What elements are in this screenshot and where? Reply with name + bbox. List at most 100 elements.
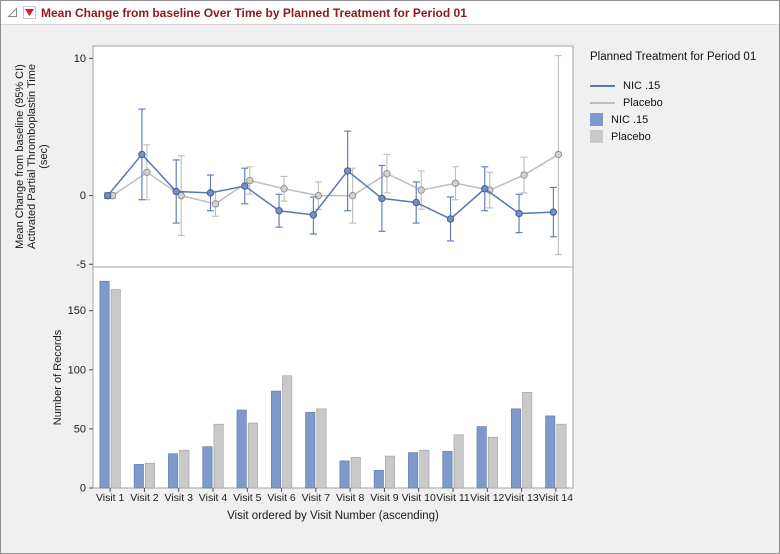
records-plot-panel[interactable]: [92, 266, 574, 489]
bar-nic15-visit10[interactable]: [408, 452, 419, 489]
data-point-visit2[interactable]: [138, 150, 146, 159]
x-axis-tick-label: Visit 1: [96, 492, 125, 504]
bar-nic15-visit9[interactable]: [373, 469, 384, 489]
bar-placebo-visit9[interactable]: [385, 455, 396, 489]
data-point-visit3[interactable]: [172, 187, 180, 196]
x-axis-tick-label: Visit 12: [470, 492, 504, 504]
x-axis-tick-label: Visit 2: [130, 492, 159, 504]
bar-nic15-visit5[interactable]: [236, 409, 247, 489]
x-axis-tick-label: Visit 4: [199, 492, 228, 504]
data-point-visit10[interactable]: [417, 186, 425, 194]
legend-bar-swatch-placebo: [590, 130, 603, 143]
bar-nic15-visit3[interactable]: [168, 453, 179, 489]
legend-label-bar-placebo: Placebo: [611, 130, 651, 143]
chart-area: 10 0 -5 0 50 100 150 Visit 1 Visit 2 Visit 3 Visit…: [1, 25, 780, 554]
series-line: [107, 153, 554, 220]
data-point-visit1[interactable]: [103, 191, 112, 200]
bar-placebo-visit1[interactable]: [110, 289, 121, 489]
y-axis-tick-label: 0: [80, 190, 86, 202]
data-point-visit8[interactable]: [348, 191, 357, 200]
bar-placebo-visit14[interactable]: [556, 423, 567, 489]
data-point-visit2[interactable]: [143, 168, 151, 176]
y-axis-tick-label: 100: [68, 364, 86, 376]
data-point-visit10[interactable]: [412, 198, 420, 207]
bar-placebo-visit2[interactable]: [145, 462, 156, 489]
legend-item-line-placebo[interactable]: Placebo: [590, 94, 776, 111]
bar-placebo-visit10[interactable]: [419, 449, 430, 489]
report-title-bar: Mean Change from baseline Over Time by P…: [1, 1, 779, 25]
x-axis-title: Visit ordered by Visit Number (ascending…: [227, 510, 439, 522]
y-axis-title-line: Mean Change from baseline (95% CI): [14, 64, 26, 249]
data-point-visit5[interactable]: [246, 176, 254, 185]
data-point-visit6[interactable]: [280, 185, 288, 193]
bar-nic15-visit1[interactable]: [99, 280, 110, 489]
legend-label-bar-nic: NIC .15: [611, 113, 649, 126]
data-point-visit5[interactable]: [241, 182, 249, 190]
bar-nic15-visit4[interactable]: [202, 446, 213, 489]
data-point-visit4[interactable]: [206, 189, 215, 197]
y-axis-tick-label: 50: [74, 423, 86, 435]
data-point-visit13[interactable]: [515, 209, 523, 218]
bar-placebo-visit8[interactable]: [350, 456, 361, 489]
data-point-visit4[interactable]: [211, 200, 220, 208]
data-point-visit14[interactable]: [554, 150, 563, 159]
bar-placebo-visit5[interactable]: [247, 422, 258, 489]
legend-item-bar-placebo[interactable]: Placebo: [590, 128, 776, 145]
data-point-visit11[interactable]: [451, 179, 460, 187]
disclosure-triangle-icon[interactable]: [7, 7, 18, 18]
y-axis-tick-label: -5: [76, 259, 86, 271]
bar-nic15-visit6[interactable]: [270, 390, 281, 489]
y-axis-tick-label: 150: [68, 305, 86, 317]
data-point-visit9[interactable]: [383, 169, 391, 178]
y-axis-title-records: Number of Records: [52, 329, 64, 425]
data-point-visit12[interactable]: [481, 185, 489, 193]
x-axis-tick-label: Visit 6: [267, 492, 296, 504]
mean-change-plot-panel[interactable]: [92, 45, 574, 268]
x-axis-tick-label: Visit 9: [370, 492, 399, 504]
legend-label-line-nic: NIC .15: [623, 79, 661, 92]
bar-placebo-visit6[interactable]: [282, 375, 293, 489]
x-axis-tick-label: Visit 8: [336, 492, 365, 504]
data-point-visit6[interactable]: [275, 207, 283, 215]
data-point-visit13[interactable]: [520, 171, 528, 179]
x-axis-tick-label: Visit 10: [402, 492, 436, 504]
legend-line-swatch-nic: [590, 84, 615, 87]
data-point-visit14[interactable]: [549, 208, 558, 216]
legend: Planned Treatment for Period 01 NIC .15 …: [590, 51, 776, 145]
bar-nic15-visit13[interactable]: [510, 408, 521, 489]
legend-label-line-placebo: Placebo: [623, 96, 663, 109]
bar-nic15-visit8[interactable]: [339, 460, 350, 489]
data-point-visit7[interactable]: [309, 211, 318, 219]
x-axis-tick-label: Visit 3: [165, 492, 194, 504]
bar-placebo-visit4[interactable]: [213, 423, 224, 489]
bar-placebo-visit13[interactable]: [522, 391, 533, 489]
bar-placebo-visit11[interactable]: [453, 434, 464, 489]
y-axis-title-line: Activated Partial Thromboplastin Time: [26, 64, 38, 249]
report-title: Mean Change from baseline Over Time by P…: [41, 5, 467, 20]
bar-placebo-visit12[interactable]: [487, 436, 498, 489]
red-triangle-menu-button[interactable]: [23, 6, 36, 19]
y-axis-tick-label: 0: [80, 483, 86, 495]
y-axis-tick-label: 10: [74, 53, 86, 65]
x-axis-tick-label: Visit 14: [539, 492, 573, 504]
data-point-visit9[interactable]: [378, 194, 386, 203]
data-point-visit8[interactable]: [343, 167, 352, 175]
x-axis-tick-label: Visit 11: [436, 492, 470, 504]
line-series-nic15[interactable]: [103, 108, 558, 242]
data-point-visit11[interactable]: [446, 215, 455, 223]
bar-nic15-visit2[interactable]: [133, 464, 144, 489]
bar-nic15-visit11[interactable]: [442, 451, 453, 489]
y-axis-title-line: (sec): [38, 144, 50, 168]
bar-nic15-visit12[interactable]: [476, 426, 487, 489]
data-point-visit7[interactable]: [314, 191, 323, 200]
legend-item-bar-nic[interactable]: NIC .15: [590, 111, 776, 128]
bar-placebo-visit3[interactable]: [179, 449, 190, 489]
legend-line-swatch-placebo: [590, 101, 615, 104]
bar-nic15-visit7[interactable]: [305, 412, 316, 489]
legend-title: Planned Treatment for Period 01: [590, 51, 757, 63]
bar-nic15-visit14[interactable]: [545, 415, 556, 489]
legend-item-line-nic[interactable]: NIC .15: [590, 77, 776, 94]
bar-placebo-visit7[interactable]: [316, 408, 327, 489]
